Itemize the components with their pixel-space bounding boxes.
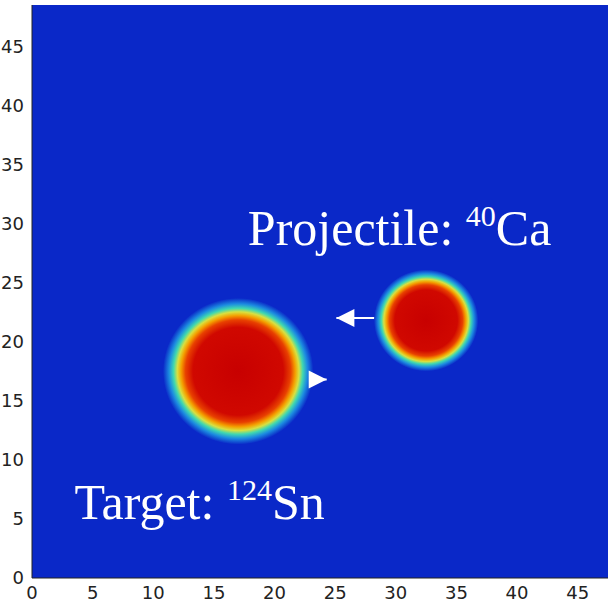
svg-text:35: 35	[1, 154, 24, 175]
svg-text:40: 40	[1, 95, 24, 116]
svg-text:10: 10	[142, 582, 165, 603]
svg-text:15: 15	[1, 390, 24, 411]
svg-text:0: 0	[13, 567, 24, 588]
svg-text:40: 40	[506, 582, 529, 603]
svg-text:25: 25	[324, 582, 347, 603]
svg-text:45: 45	[1, 36, 24, 57]
svg-text:20: 20	[1, 331, 24, 352]
svg-text:25: 25	[1, 272, 24, 293]
svg-text:20: 20	[263, 582, 286, 603]
svg-text:35: 35	[445, 582, 468, 603]
svg-text:45: 45	[566, 582, 589, 603]
svg-text:0: 0	[26, 582, 37, 603]
svg-text:15: 15	[202, 582, 225, 603]
svg-text:30: 30	[1, 213, 24, 234]
svg-text:Target: 124Sn: Target: 124Sn	[74, 473, 324, 530]
svg-text:5: 5	[87, 582, 98, 603]
svg-text:Projectile: 40Ca: Projectile: 40Ca	[248, 199, 552, 256]
svg-text:5: 5	[13, 508, 24, 529]
svg-text:30: 30	[384, 582, 407, 603]
svg-text:10: 10	[1, 449, 24, 470]
